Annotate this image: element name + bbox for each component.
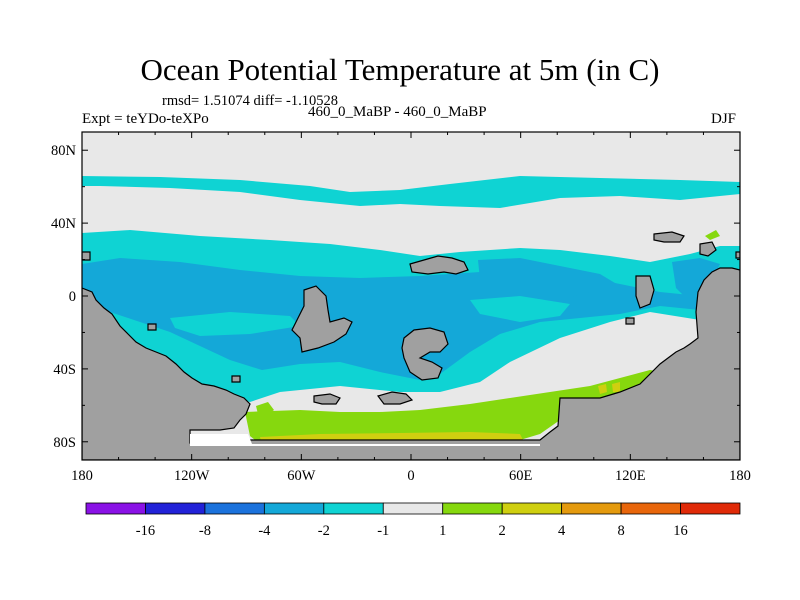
x-tick-label: 60W — [287, 468, 316, 484]
x-tick-label: 180 — [729, 468, 751, 484]
core-cyan-pocket — [170, 312, 300, 336]
land-island-far-east-1 — [699, 241, 717, 257]
colorbar: -16 -8 -4 -2 -1 1 2 4 8 16 — [85, 502, 741, 539]
colorbar-swatch — [680, 502, 741, 515]
x-tick-label: 180 — [71, 468, 93, 484]
axes: 180 120W 60W 0 60E 120E 180 80N 40N 0 40S 80S — [51, 132, 751, 484]
core-cyan-pocket-east — [470, 296, 570, 322]
colorbar-level-label: -1 — [377, 523, 389, 539]
map-field — [82, 132, 740, 460]
land-islet-2 — [231, 375, 241, 383]
east-blue-patch — [478, 258, 620, 300]
north-cyan-band — [82, 176, 740, 208]
colorbar-level-label: 4 — [558, 523, 566, 539]
land-masses — [82, 231, 740, 460]
y-tick-label: 80N — [51, 143, 77, 159]
colorbar-level-label: 8 — [617, 523, 624, 539]
colorbar-swatch — [263, 502, 325, 515]
stats-label: rmsd= 1.51074 diff= -1.10528 — [162, 93, 338, 109]
east-coast-blue — [672, 258, 720, 300]
land-island-north — [409, 255, 469, 275]
season-label: DJF — [711, 111, 737, 127]
colorbar-level-label: -8 — [199, 523, 211, 539]
antarctic-ice-shelf — [190, 434, 540, 446]
land-island-central-2 — [401, 327, 449, 381]
land-island-east — [635, 275, 655, 309]
colorbar-swatch — [620, 502, 681, 515]
x-tick-label: 0 — [407, 468, 414, 484]
southern-green-band — [245, 370, 662, 444]
experiment-label: Expt = teYDo-teXPo — [82, 111, 209, 127]
colorbar-swatch — [501, 502, 563, 515]
colorbar-swatch — [323, 502, 384, 515]
chart-title: Ocean Potential Temperature at 5m (in C) — [140, 52, 660, 87]
x-tick-label: 60E — [509, 468, 533, 484]
colorbar-level-label: 2 — [499, 523, 506, 539]
colorbar-level-label: 16 — [673, 523, 688, 539]
land-island-east-small — [625, 317, 635, 325]
land-island-north-east — [653, 231, 685, 243]
land-islet-3 — [735, 251, 740, 259]
y-tick-label: 0 — [69, 289, 76, 305]
y-tick-label: 40S — [53, 362, 76, 378]
land-island-south-1 — [313, 393, 341, 405]
land-islet-1 — [147, 323, 157, 331]
colorbar-swatch — [382, 502, 444, 515]
small-green-spot — [256, 402, 274, 416]
land-island-central-1 — [291, 285, 353, 353]
colorbar-swatch — [204, 502, 265, 515]
runs-label: 460_0_MaBP - 460_0_MaBP — [308, 104, 487, 120]
x-tick-label: 120W — [174, 468, 210, 484]
colorbar-swatch — [85, 502, 146, 515]
colorbar-level-label: -2 — [318, 523, 330, 539]
yellow-fleck-1 — [598, 384, 607, 394]
y-tick-label: 40N — [51, 216, 77, 232]
land-island-south-2 — [376, 391, 414, 405]
x-tick-label: 120E — [615, 468, 646, 484]
colorbar-swatch — [442, 502, 503, 515]
colorbar-level-label: -16 — [136, 523, 155, 539]
colorbar-level-label: -4 — [258, 523, 271, 539]
yellow-fleck-2 — [612, 382, 620, 392]
colorbar-swatch — [145, 502, 206, 515]
north-green-fleck — [705, 230, 720, 240]
land-island-left — [82, 251, 91, 261]
colorbar-level-label: 1 — [439, 523, 446, 539]
colorbar-swatch — [561, 502, 622, 515]
y-tick-label: 80S — [53, 435, 76, 451]
